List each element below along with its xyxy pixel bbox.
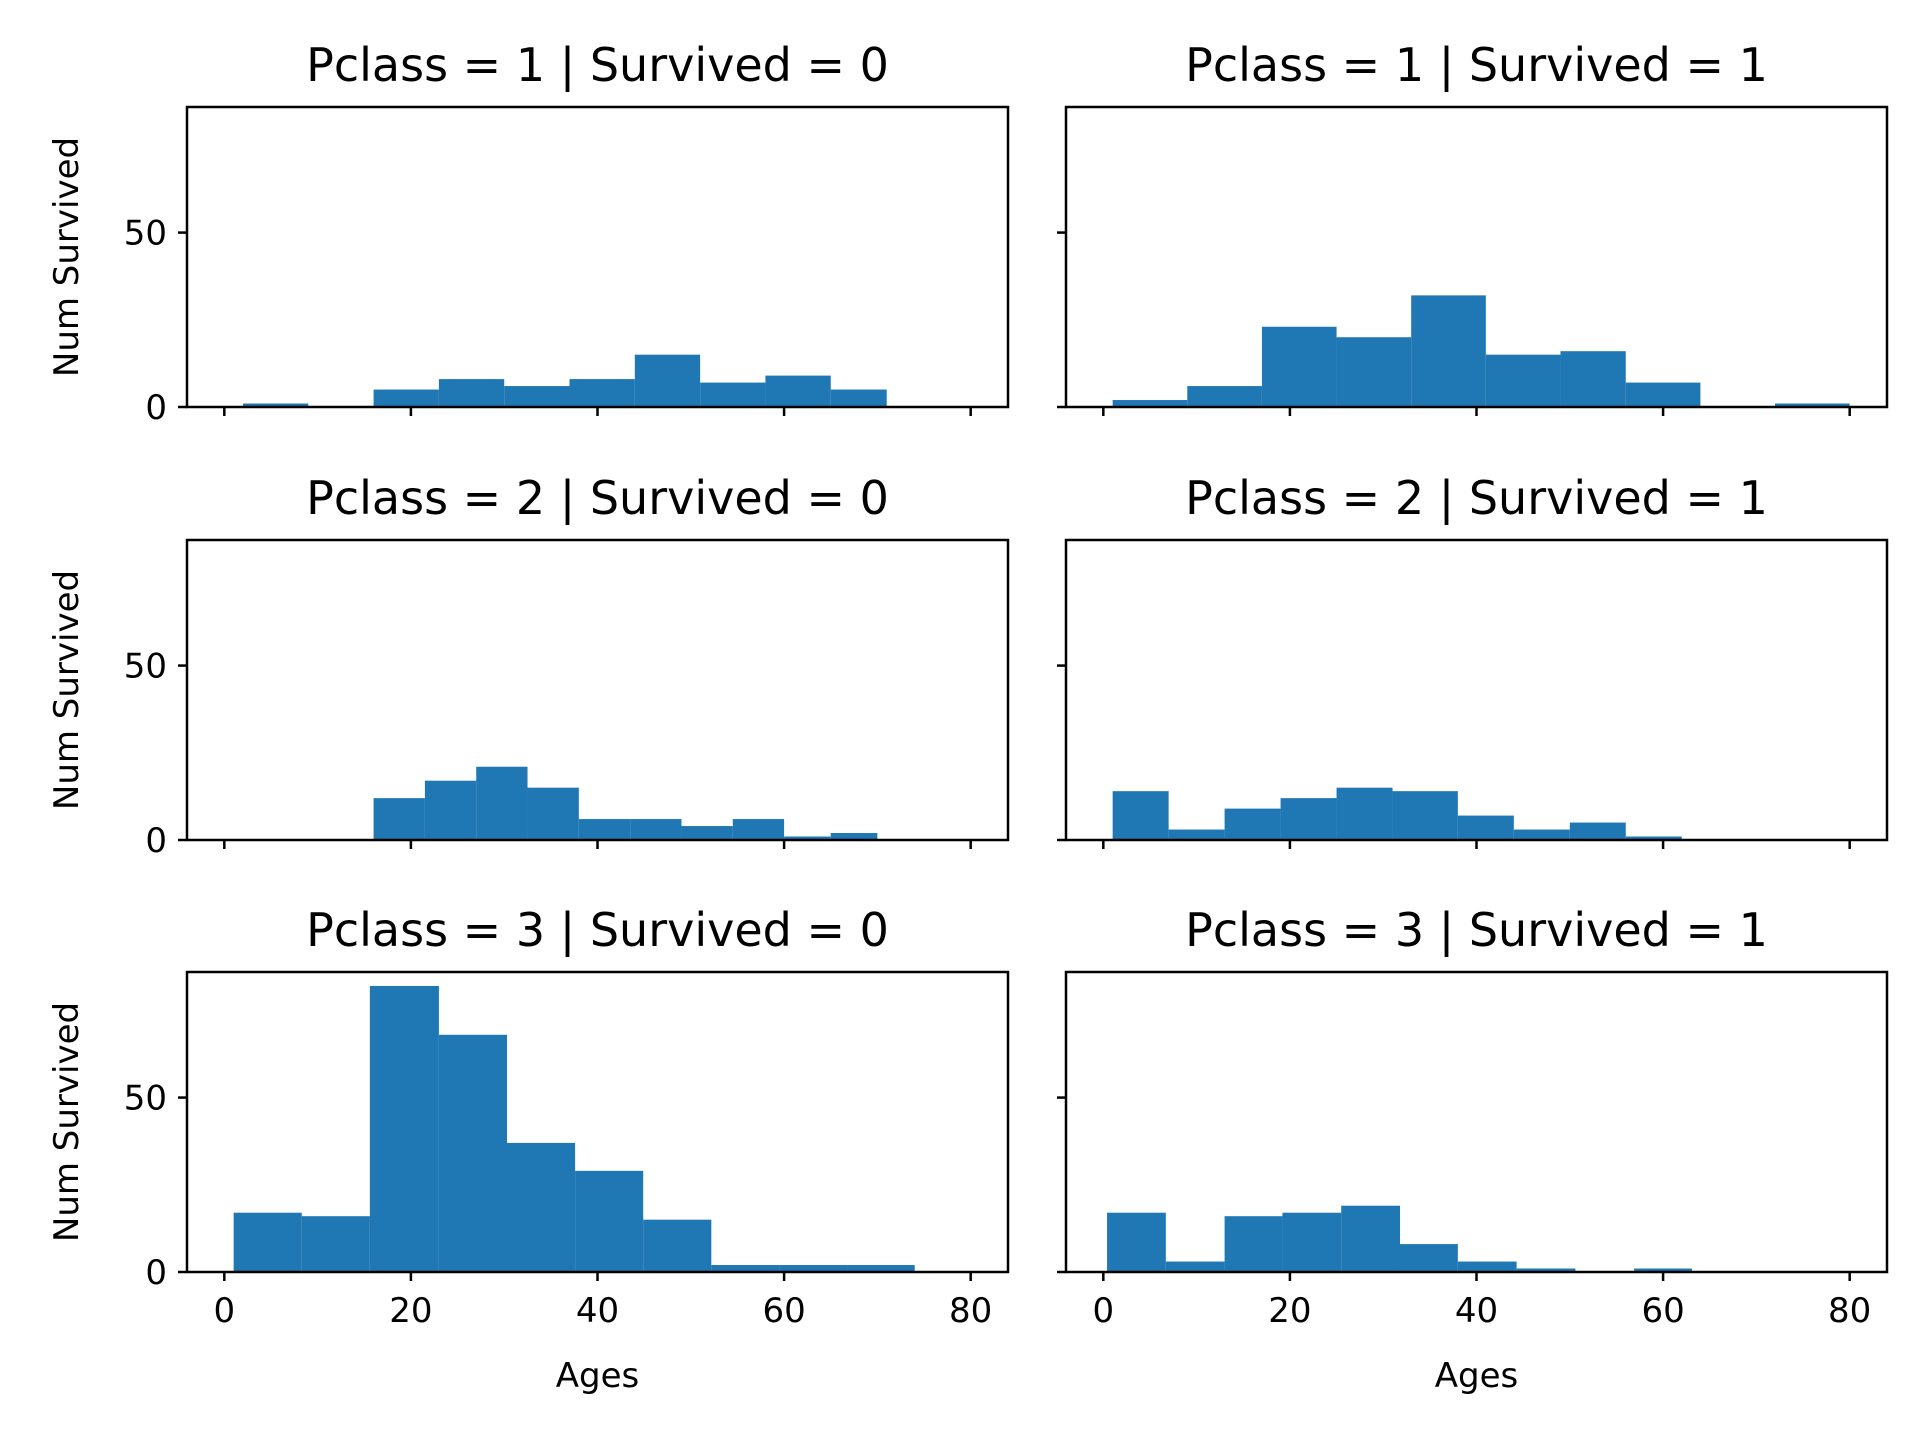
histogram-bar — [301, 1216, 370, 1272]
histogram-bar — [779, 1265, 848, 1272]
axes-frame — [1064, 538, 1889, 842]
histogram-bar — [1224, 1216, 1283, 1272]
x-tick-label: 80 — [949, 1291, 992, 1331]
histogram-bar — [1775, 403, 1850, 407]
x-axis-label: Ages — [1435, 1356, 1518, 1396]
histogram-bar — [700, 382, 766, 407]
y-axis-label: Num Survived — [47, 570, 87, 810]
x-tick-label: 40 — [576, 1291, 619, 1331]
y-axis-label: Num Survived — [47, 137, 87, 377]
x-tick-label: 60 — [1641, 1291, 1684, 1331]
facet-panel: Pclass = 2 | Survived = 1 — [1057, 471, 1889, 849]
histogram-bar — [233, 1212, 302, 1272]
histogram-bar — [1516, 1268, 1576, 1272]
x-tick-label: 20 — [1268, 1291, 1311, 1331]
histogram-bar — [1261, 326, 1337, 407]
histogram-bar — [242, 403, 309, 407]
panel-title: Pclass = 1 | Survived = 1 — [1185, 38, 1768, 93]
x-tick-label: 80 — [1828, 1291, 1871, 1331]
histogram-bar — [424, 780, 477, 840]
histogram-bar — [1625, 836, 1682, 840]
y-axis-label: Num Survived — [47, 1002, 87, 1242]
histogram-bar — [1107, 1212, 1166, 1272]
axes-frame — [185, 105, 1010, 409]
histogram-bar — [1168, 829, 1225, 840]
histogram-bar — [373, 389, 439, 407]
histogram-bar — [1336, 787, 1393, 840]
histogram-bar — [784, 836, 831, 840]
histogram-bar — [575, 1170, 644, 1272]
histogram-bar — [634, 354, 701, 407]
y-tick-label: 0 — [145, 821, 167, 861]
histogram-bar — [578, 819, 631, 840]
histogram-bar — [1411, 295, 1486, 407]
histogram-bar — [1625, 382, 1701, 407]
histogram-bar — [438, 1034, 508, 1272]
x-tick-label: 0 — [213, 1291, 235, 1331]
y-tick-label: 50 — [124, 647, 167, 687]
histogram-bar — [630, 819, 682, 840]
panel-title: Pclass = 2 | Survived = 1 — [1185, 471, 1768, 526]
histogram-bar — [369, 985, 439, 1272]
histogram-bar — [830, 833, 878, 840]
y-tick-label: 0 — [145, 1253, 167, 1293]
histogram-bar — [1224, 808, 1281, 840]
histogram-bar — [507, 1142, 576, 1272]
y-tick-label: 50 — [124, 1079, 167, 1119]
x-tick-label: 40 — [1455, 1291, 1498, 1331]
panel-title: Pclass = 1 | Survived = 0 — [306, 38, 889, 93]
y-tick-label: 50 — [124, 214, 167, 254]
histogram-bar — [1513, 829, 1570, 840]
x-tick-label: 60 — [762, 1291, 805, 1331]
histogram-bar — [1392, 791, 1458, 840]
histogram-bar — [504, 386, 570, 407]
histogram-bar — [1560, 351, 1626, 407]
histogram-bar — [569, 379, 635, 407]
panel-title: Pclass = 3 | Survived = 1 — [1185, 903, 1768, 958]
facet-panel: 0 20 40 60 80 0 50 Pclass = 3 | Survived = 0 Num… — [47, 903, 1010, 1396]
histogram-bar — [1336, 337, 1412, 407]
histogram-bar — [1282, 1212, 1342, 1272]
histogram-bar — [765, 375, 831, 407]
x-tick-label: 0 — [1092, 1291, 1114, 1331]
y-tick-label: 0 — [145, 388, 167, 428]
axes-frame — [185, 538, 1010, 842]
histogram-bar — [732, 819, 785, 840]
histogram-bar — [643, 1219, 712, 1272]
facet-panel: 0 50 Pclass = 2 | Survived = 0 Num Survived — [47, 471, 1010, 861]
histogram-bar — [1399, 1244, 1458, 1272]
axes-frame — [1064, 970, 1889, 1274]
histogram-bar — [1341, 1205, 1400, 1272]
facet-panel: 0 50 Pclass = 1 | Survived = 0 Num Survived — [47, 38, 1010, 428]
facet-panel: Pclass = 1 | Survived = 1 — [1057, 38, 1889, 416]
histogram-bar — [1457, 1261, 1517, 1272]
histogram-bar — [1187, 386, 1262, 407]
histogram-bar — [1112, 791, 1169, 840]
histogram-bar — [1457, 815, 1514, 840]
histogram-bar — [476, 766, 528, 840]
histogram-bar — [527, 787, 579, 840]
histogram-bar — [1569, 822, 1626, 840]
x-tick-label: 20 — [389, 1291, 432, 1331]
panel-title: Pclass = 3 | Survived = 0 — [306, 903, 889, 958]
histogram-bar — [1112, 400, 1188, 407]
histogram-bar — [711, 1265, 780, 1272]
x-axis-label: Ages — [556, 1356, 639, 1396]
histogram-bar — [1280, 798, 1337, 840]
histogram-bar — [1485, 354, 1561, 407]
panel-title: Pclass = 2 | Survived = 0 — [306, 471, 889, 526]
histogram-bar — [681, 826, 733, 840]
histogram-bar — [1165, 1261, 1225, 1272]
facet-panel: 0 20 40 60 80 Pclass = 3 | Survived = 1 Ages — [1057, 903, 1889, 1396]
histogram-bar — [830, 389, 887, 407]
histogram-bar — [438, 379, 505, 407]
histogram-bar — [373, 798, 425, 840]
histogram-bar — [847, 1265, 915, 1272]
histogram-bar — [1634, 1268, 1693, 1272]
